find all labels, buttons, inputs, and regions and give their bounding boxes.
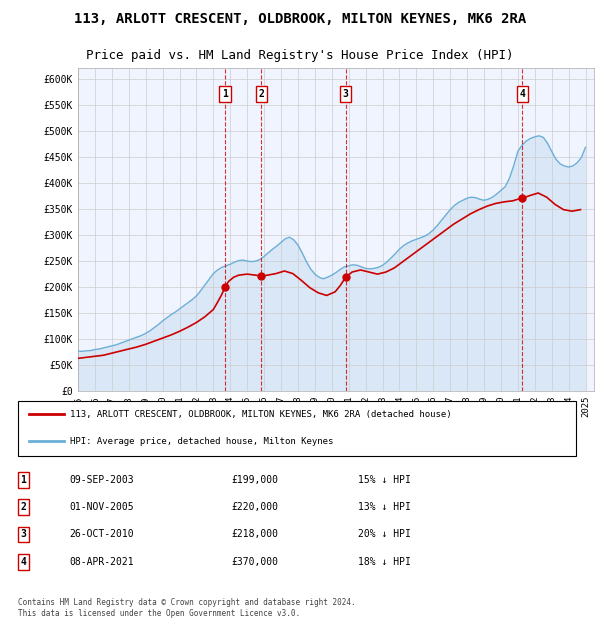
Text: £218,000: £218,000 <box>231 529 278 539</box>
Text: £199,000: £199,000 <box>231 475 278 485</box>
Text: 1: 1 <box>20 475 26 485</box>
Text: 26-OCT-2010: 26-OCT-2010 <box>70 529 134 539</box>
Text: 01-NOV-2005: 01-NOV-2005 <box>70 502 134 512</box>
Text: 4: 4 <box>20 557 26 567</box>
Text: 113, ARLOTT CRESCENT, OLDBROOK, MILTON KEYNES, MK6 2RA: 113, ARLOTT CRESCENT, OLDBROOK, MILTON K… <box>74 12 526 25</box>
Text: 4: 4 <box>520 89 526 99</box>
Text: 13% ↓ HPI: 13% ↓ HPI <box>358 502 410 512</box>
Text: 2: 2 <box>20 502 26 512</box>
Text: 3: 3 <box>343 89 349 99</box>
Text: Contains HM Land Registry data © Crown copyright and database right 2024.
This d: Contains HM Land Registry data © Crown c… <box>18 598 355 618</box>
Text: 3: 3 <box>20 529 26 539</box>
FancyBboxPatch shape <box>18 401 577 456</box>
Text: 09-SEP-2003: 09-SEP-2003 <box>70 475 134 485</box>
Text: 20% ↓ HPI: 20% ↓ HPI <box>358 529 410 539</box>
Text: 113, ARLOTT CRESCENT, OLDBROOK, MILTON KEYNES, MK6 2RA (detached house): 113, ARLOTT CRESCENT, OLDBROOK, MILTON K… <box>70 410 451 418</box>
Text: £220,000: £220,000 <box>231 502 278 512</box>
Text: 08-APR-2021: 08-APR-2021 <box>70 557 134 567</box>
Text: Price paid vs. HM Land Registry's House Price Index (HPI): Price paid vs. HM Land Registry's House … <box>86 50 514 62</box>
Text: 2: 2 <box>259 89 265 99</box>
Text: £370,000: £370,000 <box>231 557 278 567</box>
Text: 18% ↓ HPI: 18% ↓ HPI <box>358 557 410 567</box>
Text: HPI: Average price, detached house, Milton Keynes: HPI: Average price, detached house, Milt… <box>70 437 333 446</box>
Text: 1: 1 <box>222 89 228 99</box>
Text: 15% ↓ HPI: 15% ↓ HPI <box>358 475 410 485</box>
